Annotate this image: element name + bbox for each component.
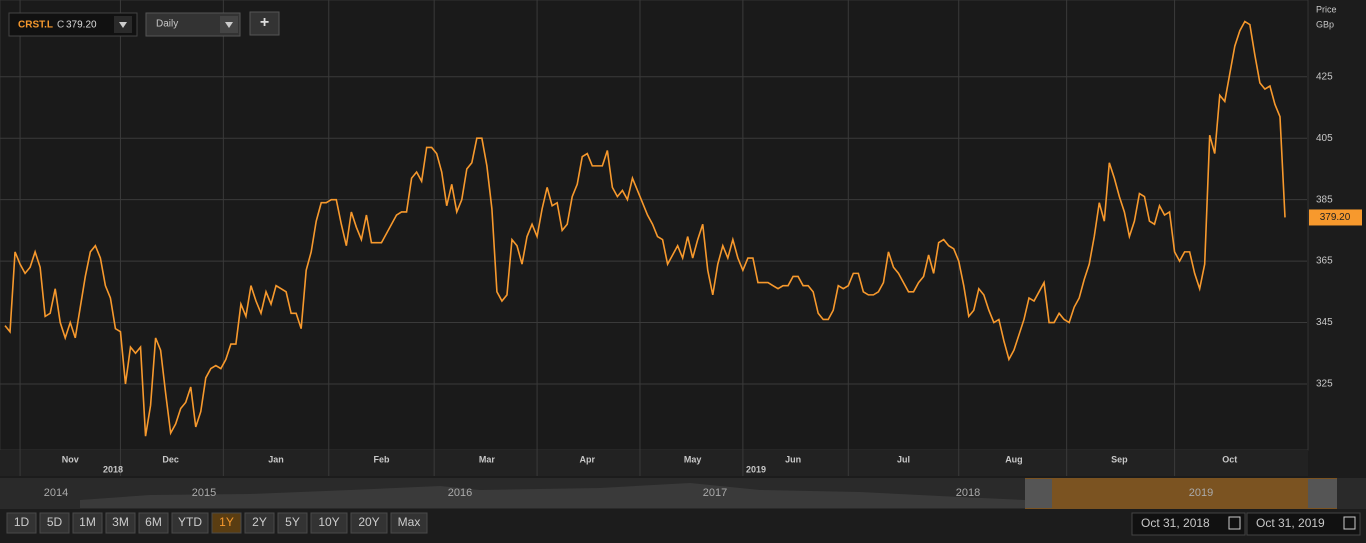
- symbol: CRST.L: [18, 20, 53, 31]
- x-tick-label: Jul: [897, 454, 910, 464]
- x-tick-label: Aug: [1005, 454, 1023, 464]
- range-button[interactable]: [6, 512, 37, 534]
- x-tick-label: Jun: [785, 454, 801, 464]
- y-tick-label: 345: [1316, 317, 1333, 328]
- add-label: +: [260, 14, 269, 31]
- navigator-year: 2015: [192, 487, 216, 499]
- x-tick-label: Jan: [268, 454, 284, 464]
- navigator-handle[interactable]: [1308, 479, 1337, 508]
- add-button[interactable]: [249, 11, 280, 36]
- x-tick-label: May: [684, 454, 702, 464]
- range-button-label: Max: [398, 515, 421, 529]
- x-tick-label: Oct: [1222, 454, 1237, 464]
- range-button[interactable]: [211, 512, 242, 534]
- date-box[interactable]: [1246, 512, 1361, 536]
- dropdown-arrow: [225, 22, 233, 28]
- range-button-label: 1D: [14, 515, 30, 529]
- navigator-year: 2017: [703, 487, 727, 499]
- range-button-label: 6M: [145, 515, 162, 529]
- x-tick-label: Nov: [62, 454, 79, 464]
- range-button-label: 1M: [79, 515, 96, 529]
- range-button-label: 5Y: [285, 515, 300, 529]
- y-tick-label: 365: [1316, 256, 1333, 267]
- x-tick-label: Feb: [373, 454, 390, 464]
- x-tick-label: Sep: [1111, 454, 1128, 464]
- dropdown-arrow: [119, 22, 127, 28]
- range-button[interactable]: [105, 512, 136, 534]
- range-buttons: 1D 5D 1M 3M 6M YTD 1Y 2Y 5Y 10Y 20Y Max: [6, 512, 428, 534]
- navigator-selection[interactable]: [1025, 478, 1337, 509]
- navigator-year: 2016: [448, 487, 472, 499]
- range-button-label: 3M: [112, 515, 129, 529]
- axis-title: GBp: [1316, 19, 1334, 29]
- y-tick-label: 425: [1316, 71, 1333, 82]
- range-button[interactable]: [138, 512, 169, 534]
- year-label: 2018: [103, 464, 123, 474]
- price-line: [4, 20, 1286, 437]
- year-label: 2019: [746, 464, 766, 474]
- range-button[interactable]: [350, 512, 388, 534]
- close-value: 379.20: [66, 20, 97, 31]
- range-button[interactable]: [277, 512, 308, 534]
- navigator-year: 2014: [44, 487, 68, 499]
- plot-area: [0, 0, 1309, 451]
- y-tick-label: 325: [1316, 379, 1333, 390]
- x-tick-label: Dec: [162, 454, 179, 464]
- end-date: Oct 31, 2019: [1256, 516, 1325, 530]
- navigator-year: 2019: [1189, 487, 1213, 499]
- range-button-label: 5D: [47, 515, 63, 529]
- date-box[interactable]: [1131, 512, 1246, 536]
- calendar-icon: [1228, 516, 1241, 530]
- y-tick-label: 405: [1316, 133, 1333, 144]
- navigator-handle[interactable]: [1025, 479, 1052, 508]
- range-button-label: 20Y: [358, 515, 379, 529]
- navigator-years: 2014 2015 2016 2017 2018 2019: [44, 487, 1213, 499]
- last-price-tag: [1309, 209, 1362, 226]
- interval-box[interactable]: [145, 12, 241, 37]
- range-button[interactable]: [39, 512, 70, 534]
- close-prefix: C: [57, 20, 64, 31]
- calendar-icon: [1343, 516, 1356, 530]
- range-button-label: YTD: [178, 515, 202, 529]
- range-button[interactable]: [390, 512, 428, 534]
- y-tick-label: 385: [1316, 194, 1333, 205]
- x-tick-label: Mar: [479, 454, 496, 464]
- symbol-box[interactable]: [8, 12, 138, 37]
- range-button[interactable]: [72, 512, 103, 534]
- axis-title: Price: [1316, 4, 1337, 14]
- interval: Daily: [156, 19, 178, 30]
- navigator-silhouette: [80, 483, 1025, 508]
- start-date: Oct 31, 2018: [1141, 516, 1210, 530]
- range-button-label: 10Y: [318, 515, 339, 529]
- range-button[interactable]: [310, 512, 348, 534]
- x-axis-strip: [0, 450, 1308, 476]
- range-button-label: 2Y: [252, 515, 267, 529]
- navigator-year: 2018: [956, 487, 980, 499]
- range-button-label: 1Y: [219, 515, 234, 529]
- range-button[interactable]: [171, 512, 209, 534]
- x-tick-label: Apr: [580, 454, 596, 464]
- range-button[interactable]: [244, 512, 275, 534]
- last-price-label: 379.20: [1320, 212, 1351, 223]
